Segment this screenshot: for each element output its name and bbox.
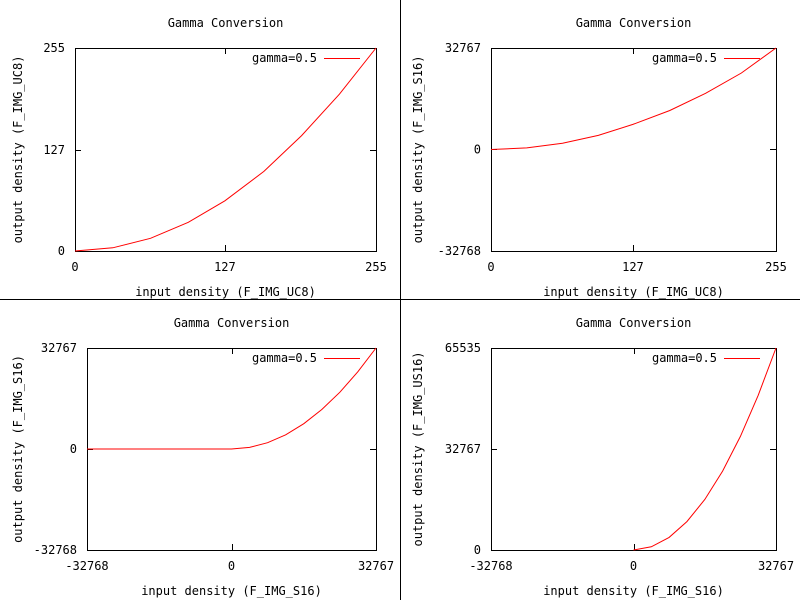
y-tick-label: 0 bbox=[70, 442, 77, 456]
x-axis-label: input density (F_IMG_UC8) bbox=[543, 285, 724, 299]
y-tick-label: 32767 bbox=[41, 341, 77, 355]
y-tick-label: 127 bbox=[43, 143, 65, 157]
chart-title: Gamma Conversion bbox=[576, 316, 692, 330]
y-tick-label: 0 bbox=[474, 543, 481, 557]
y-axis-label: output density (F_IMG_UC8) bbox=[11, 56, 25, 244]
plot-frame bbox=[491, 48, 777, 252]
x-tick-label: 0 bbox=[228, 559, 235, 573]
x-tick-label: -32768 bbox=[65, 559, 108, 573]
y-tick-label: 32767 bbox=[445, 442, 481, 456]
x-axis-label: input density (F_IMG_UC8) bbox=[135, 285, 316, 299]
y-axis-label: output density (F_IMG_US16) bbox=[411, 351, 425, 546]
chart-title: Gamma Conversion bbox=[576, 16, 692, 30]
x-tick-label: 127 bbox=[214, 260, 236, 274]
legend-label: gamma=0.5 bbox=[652, 51, 717, 65]
x-tick-label: 0 bbox=[71, 260, 78, 274]
x-axis-label: input density (F_IMG_S16) bbox=[543, 584, 724, 598]
x-tick-label: 255 bbox=[365, 260, 387, 274]
x-tick-label: 32767 bbox=[358, 559, 394, 573]
series-line-1 bbox=[87, 347, 377, 450]
y-tick-label: 255 bbox=[43, 41, 65, 55]
x-tick-label: -32768 bbox=[469, 559, 512, 573]
series-line-1 bbox=[490, 47, 777, 150]
y-axis-label: output density (F_IMG_S16) bbox=[411, 56, 425, 244]
x-tick-label: 127 bbox=[622, 260, 644, 274]
y-axis-label: output density (F_IMG_S16) bbox=[11, 355, 25, 543]
y-tick-label: 0 bbox=[58, 244, 65, 258]
chart-panel-4: Gamma Conversion 0 32767 65535 -32768 0 32767 i… bbox=[411, 316, 794, 598]
y-tick-label: -32768 bbox=[438, 244, 481, 258]
chart-panel-3: Gamma Conversion -32768 0 32767 -32768 0 32767… bbox=[11, 316, 394, 598]
chart-panel-1: Gamma Conversion 0 127 255 0 127 255 input dens… bbox=[11, 16, 387, 299]
chart-title: Gamma Conversion bbox=[174, 316, 290, 330]
y-tick-label: 32767 bbox=[445, 41, 481, 55]
series-line-1 bbox=[74, 47, 377, 252]
series-line-1 bbox=[633, 347, 777, 551]
y-tick-label: -32768 bbox=[34, 543, 77, 557]
x-tick-label: 255 bbox=[765, 260, 787, 274]
legend-label: gamma=0.5 bbox=[252, 351, 317, 365]
chart-panel-2: Gamma Conversion -32768 0 32767 0 127 255 input… bbox=[411, 16, 787, 299]
y-tick-label: 0 bbox=[474, 142, 481, 156]
legend-label: gamma=0.5 bbox=[652, 351, 717, 365]
x-tick-label: 0 bbox=[630, 559, 637, 573]
chart-title: Gamma Conversion bbox=[168, 16, 284, 30]
x-tick-label: 32767 bbox=[758, 559, 794, 573]
plot-frame bbox=[75, 48, 377, 252]
y-tick-label: 65535 bbox=[445, 341, 481, 355]
x-axis-label: input density (F_IMG_S16) bbox=[141, 584, 322, 598]
x-tick-label: 0 bbox=[487, 260, 494, 274]
legend-label: gamma=0.5 bbox=[252, 51, 317, 65]
